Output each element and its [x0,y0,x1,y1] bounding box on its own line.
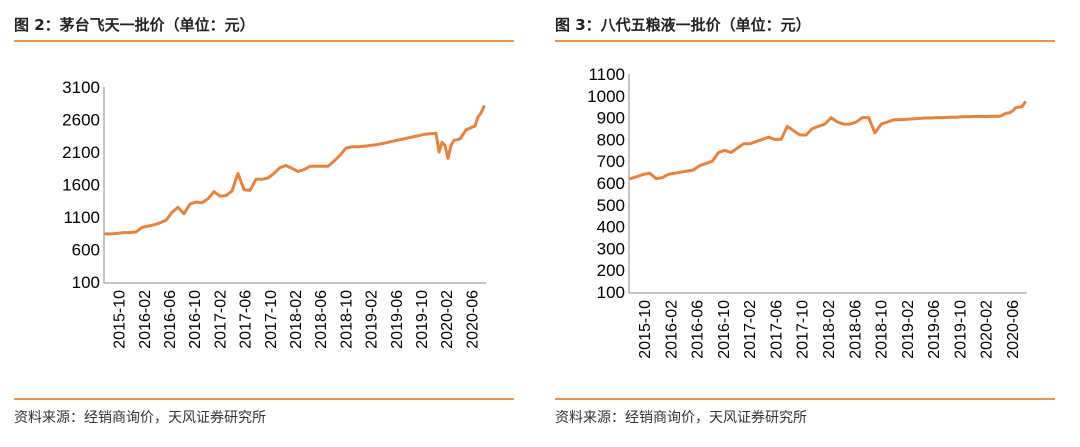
x-tick-label: 2016-10 [716,300,733,359]
y-tick-label: 600 [597,174,625,193]
chart-panel-maotai: 图 2：茅台飞天一批价（单位：元） 100 600 1100 1600 2100 2600… [14,0,514,447]
y-tick-label: 1000 [587,87,625,106]
x-tick-label: 2018-06 [313,290,330,349]
y-tick-label: 600 [72,241,100,260]
x-tick-label: 2016-06 [690,300,707,359]
x-tick-label: 2016-02 [663,300,680,359]
y-tick-label: 300 [597,239,625,258]
figure-title: 图 3：八代五粮液一批价（单位：元） [555,16,811,34]
price-series-line [104,105,486,236]
y-tick-label: 1100 [588,65,625,84]
x-tick-label: 2017-06 [768,300,785,359]
y-tick-label: 400 [597,218,625,237]
x-tick-label: 2017-10 [795,300,812,359]
price-series-line [629,100,1027,181]
y-tick-label: 700 [597,152,625,171]
y-tick-label: 2600 [62,111,100,130]
x-tick-label: 2017-02 [212,290,229,349]
price-line-chart: 100 200 300 400 500 600 700 800 900 1000 1100 2015-… [587,65,1027,359]
title-divider [555,40,1055,42]
chart-panel-wuliangye: 图 3：八代五粮液一批价（单位：元） 100 200 300 400 500 600 700… [555,0,1055,447]
x-tick-label: 2017-06 [238,290,255,349]
x-tick-label: 2015-10 [112,290,129,349]
y-tick-label: 100 [72,273,100,292]
x-tick-label: 2019-06 [389,290,406,349]
x-tick-label: 2016-10 [187,290,204,349]
y-tick-label: 500 [597,196,625,215]
title-divider [14,40,514,42]
x-tick-label: 2017-02 [742,300,759,359]
x-tick-label: 2018-10 [338,290,355,349]
x-tick-label: 2019-02 [900,300,917,359]
price-line-chart: 100 600 1100 1600 2100 2600 3100 2015-10 2016-02… [62,78,486,349]
y-tick-label: 900 [597,109,625,128]
source-note: 资料来源：经销商询价，天风证券研究所 [555,410,807,426]
x-tick-label: 2016-06 [162,290,179,349]
x-tick-label: 2018-06 [847,300,864,359]
x-tick-label: 2019-10 [414,290,431,349]
y-tick-label: 1600 [62,176,100,195]
x-tick-label: 2019-06 [926,300,943,359]
x-tick-label: 2018-02 [288,290,305,349]
y-tick-label: 3100 [62,78,100,97]
source-note: 资料来源：经销商询价，天风证券研究所 [14,410,266,426]
x-tick-label: 2015-10 [637,300,654,359]
y-tick-label: 100 [597,283,625,302]
x-tick-label: 2020-06 [1005,300,1022,359]
x-tick-label: 2020-02 [979,300,996,359]
x-tick-label: 2019-02 [364,290,381,349]
footer-divider [555,398,1055,400]
x-tick-label: 2018-02 [821,300,838,359]
x-tick-label: 2017-10 [263,290,280,349]
x-tick-label: 2019-10 [952,300,969,359]
y-tick-label: 800 [597,130,625,149]
y-tick-label: 2100 [62,143,100,162]
footer-divider [14,398,514,400]
x-tick-label: 2018-10 [874,300,891,359]
y-tick-label: 200 [597,261,625,280]
x-tick-label: 2020-02 [439,290,456,349]
x-tick-label: 2020-06 [464,290,481,349]
x-tick-label: 2016-02 [137,290,154,349]
figure-title: 图 2：茅台飞天一批价（单位：元） [14,16,255,34]
y-tick-label: 1100 [63,208,100,227]
